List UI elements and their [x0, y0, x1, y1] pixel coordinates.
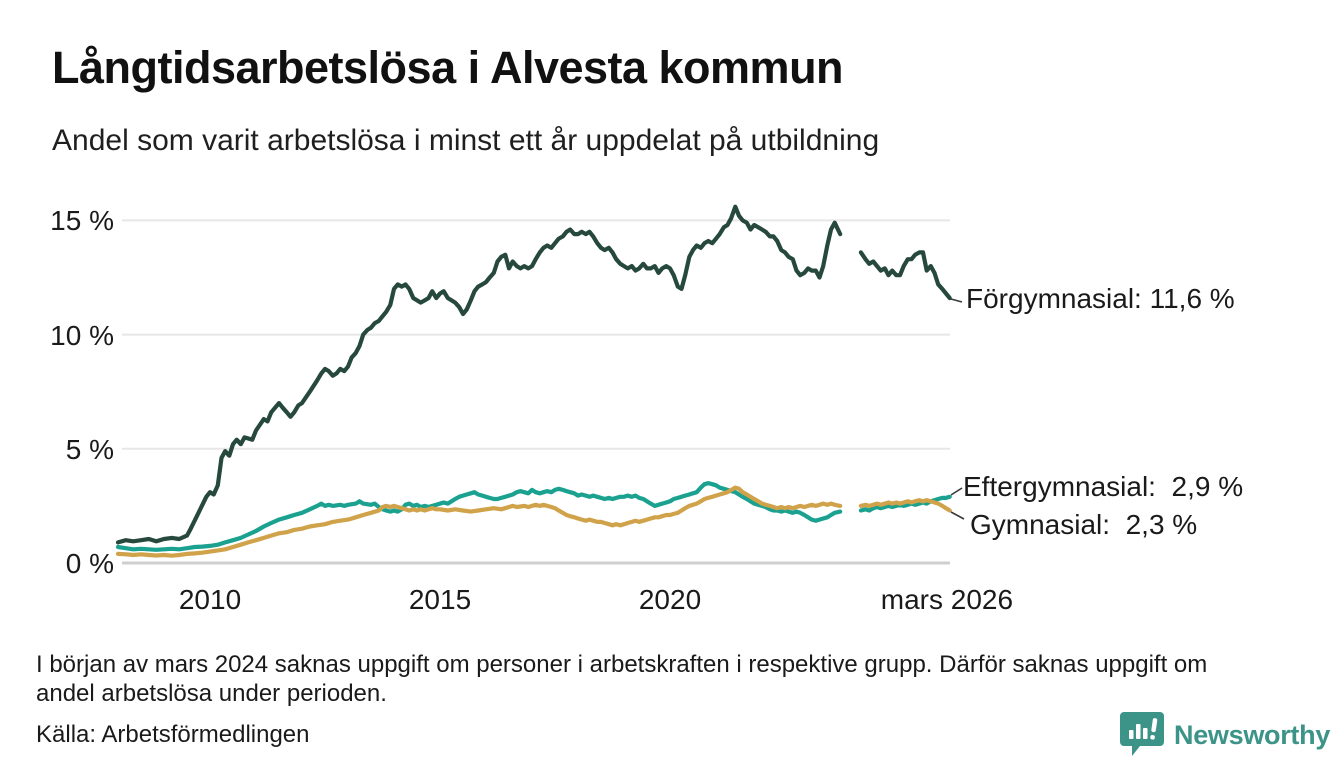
- series-line-förgymnasial: [858, 250, 952, 301]
- newsworthy-bubble-chart-icon: [1120, 712, 1164, 756]
- newsworthy-logo[interactable]: Newsworthy: [1120, 710, 1330, 760]
- series-label-gymnasial: Gymnasial: 2,3 %: [970, 509, 1198, 540]
- series-line-gymnasial: [858, 498, 952, 513]
- gridlines: [122, 219, 950, 565]
- y-tick-5: 5 %: [65, 433, 114, 465]
- footnote-line-1: I början av mars 2024 saknas uppgift om …: [36, 651, 1208, 678]
- series-line-eftergymnasial: [115, 481, 843, 552]
- page-title: Långtidsarbetslösa i Alvesta kommun: [52, 42, 844, 93]
- y-tick-0: 0 %: [65, 548, 114, 579]
- page-subtitle: Andel som varit arbetslösa i minst ett å…: [52, 124, 880, 157]
- x-tick-mars-2026: mars 2026: [880, 584, 1014, 615]
- footnote: I början av mars 2024 saknas uppgift om …: [36, 650, 1207, 708]
- x-tick-2020: 2020: [638, 584, 702, 615]
- x-tick-2010: 2010: [178, 584, 242, 615]
- series-label-förgymnasial: Förgymnasial: 11,6 %: [966, 283, 1235, 314]
- series-line-gymnasial: [115, 485, 843, 558]
- connector-gymnasial: [950, 511, 965, 520]
- series-line-förgymnasial: [115, 204, 843, 545]
- connector-förgymnasial: [950, 298, 963, 303]
- y-tick-10: 10 %: [50, 319, 114, 351]
- y-tick-15: 15 %: [50, 205, 114, 237]
- connector-eftergymnasial: [950, 487, 963, 496]
- x-tick-2015: 2015: [408, 584, 472, 615]
- series-lines: [115, 204, 952, 558]
- series-line-eftergymnasial: [858, 494, 952, 513]
- newsworthy-logo-text: Newsworthy: [1174, 719, 1331, 750]
- label-connectors: [950, 298, 965, 520]
- source-label: Källa: Arbetsförmedlingen: [36, 721, 310, 748]
- footnote-line-2: andel arbetslösa under perioden.: [36, 680, 387, 707]
- series-label-eftergymnasial: Eftergymnasial: 2,9 %: [963, 471, 1244, 502]
